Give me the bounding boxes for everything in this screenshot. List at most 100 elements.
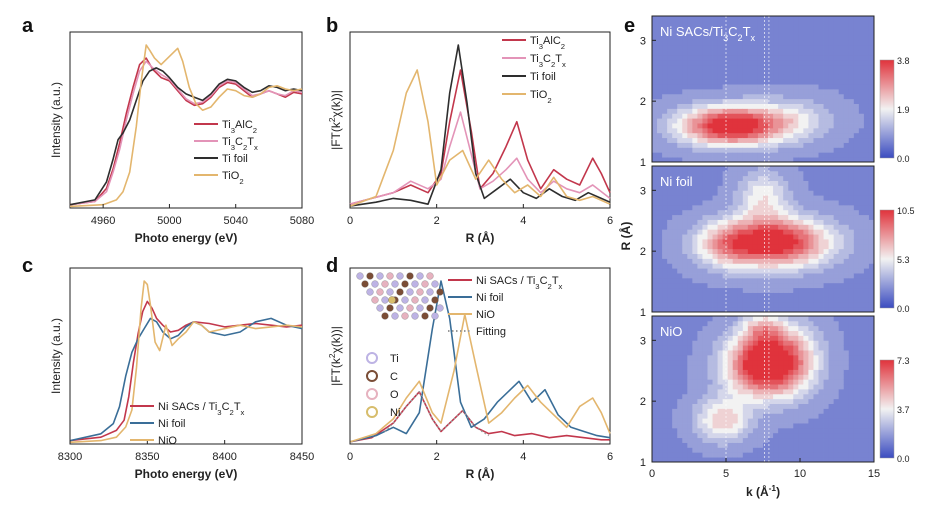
heatmap-cell	[843, 50, 850, 56]
heatmap-cell	[833, 350, 840, 356]
heatmap-cell	[737, 413, 744, 419]
heatmap-cell	[763, 190, 769, 196]
text-part: T	[743, 24, 751, 39]
heatmap-cell	[667, 302, 673, 308]
heatmap-cell	[808, 64, 814, 70]
heatmap-cell	[717, 393, 724, 400]
heatmap-cell	[828, 277, 835, 284]
heatmap-cell	[868, 229, 875, 235]
heatmap-cell	[687, 273, 693, 279]
heatmap-cell	[707, 214, 713, 220]
heatmap-cell	[798, 40, 804, 46]
heatmap-cell	[687, 447, 693, 453]
heatmap-cell	[752, 166, 759, 172]
heatmap-cell	[727, 35, 734, 41]
heatmap-cell	[697, 354, 703, 361]
heatmap-cell	[722, 239, 729, 245]
heatmap-cell	[788, 432, 794, 439]
heatmap-cell	[788, 350, 794, 356]
heatmap-cell	[843, 364, 850, 370]
heatmap-cell	[788, 180, 794, 186]
heatmap-cell	[672, 418, 678, 424]
heatmap-cell	[808, 25, 814, 31]
heatmap-cell	[768, 54, 774, 61]
heatmap-cell	[768, 98, 774, 104]
heatmap-cell	[858, 185, 865, 191]
heatmap-cell	[813, 132, 819, 139]
heatmap-cell	[677, 432, 683, 439]
heatmap-cell	[838, 132, 845, 139]
heatmap-cell	[778, 258, 784, 264]
heatmap-cell	[788, 108, 794, 114]
heatmap-cell	[833, 316, 840, 322]
heatmap-cell	[763, 413, 769, 419]
heatmap-cell	[732, 195, 739, 201]
heatmap-cell	[843, 350, 850, 356]
heatmap-cell	[662, 142, 668, 148]
heatmap-cell	[717, 45, 724, 51]
heatmap-cell	[672, 45, 678, 51]
heatmap-cell	[657, 330, 663, 336]
heatmap-cell	[858, 418, 865, 424]
heatmap-cell	[672, 384, 678, 390]
heatmap-cell	[858, 170, 865, 177]
heatmap-cell	[672, 393, 678, 400]
heatmap-cell	[702, 350, 708, 356]
heatmap-cell	[732, 452, 739, 458]
heatmap-cell	[747, 384, 754, 390]
heatmap-cell	[712, 54, 718, 61]
heatmap-cell	[783, 185, 789, 191]
heatmap-cell	[793, 147, 799, 153]
heatmap-cell	[848, 147, 855, 153]
heatmap-cell	[692, 170, 698, 177]
heatmap-cell	[803, 224, 809, 230]
heatmap-cell	[697, 103, 703, 109]
heatmap-cell	[652, 123, 658, 129]
heatmap-cell	[828, 64, 835, 70]
heatmap-cell	[813, 152, 819, 158]
heatmap-cell	[697, 393, 703, 400]
heatmap-cell	[697, 93, 703, 100]
heatmap-cell	[697, 345, 703, 351]
heatmap-cell	[813, 330, 819, 336]
heatmap-cell	[747, 354, 754, 361]
heatmap-cell	[727, 273, 734, 279]
heatmap-cell	[697, 413, 703, 419]
heatmap-cell	[657, 142, 663, 148]
heatmap-cell	[662, 25, 668, 31]
heatmap-cell	[783, 350, 789, 356]
text-part: x	[254, 143, 258, 152]
text-part: )	[776, 485, 780, 499]
heatmap-cell	[742, 350, 749, 356]
heatmap-cell	[778, 316, 784, 322]
legend-label: Ti3AlC2	[530, 35, 565, 51]
heatmap-cell	[722, 413, 729, 419]
heatmap-cell	[778, 253, 784, 259]
heatmap-cell	[778, 374, 784, 380]
heatmap-cell	[783, 59, 789, 66]
heatmap-cell	[717, 157, 724, 163]
heatmap-cell	[712, 359, 718, 366]
heatmap-cell	[858, 263, 865, 269]
heatmap-cell	[667, 180, 673, 186]
heatmap-cell	[742, 340, 749, 346]
heatmap-cell	[823, 423, 829, 429]
heatmap-cell	[672, 408, 678, 414]
heatmap-cell	[768, 408, 774, 414]
heatmap-cell	[667, 157, 673, 163]
heatmap-cell	[783, 74, 789, 80]
heatmap-cell	[783, 457, 789, 463]
heatmap-cell	[727, 103, 734, 109]
heatmap-cell	[778, 413, 784, 419]
heatmap-cell	[727, 69, 734, 75]
heatmap-cell	[798, 64, 804, 70]
heatmap-cell	[818, 277, 824, 284]
heatmap-cell	[747, 137, 754, 143]
heatmap-cell	[808, 132, 814, 139]
heatmap-cell	[763, 50, 769, 56]
heatmap-cell	[692, 389, 698, 395]
heatmap-cell	[742, 127, 749, 134]
heatmap-cell	[803, 330, 809, 336]
heatmap-cell	[707, 157, 713, 163]
heatmap-cell	[687, 79, 693, 85]
